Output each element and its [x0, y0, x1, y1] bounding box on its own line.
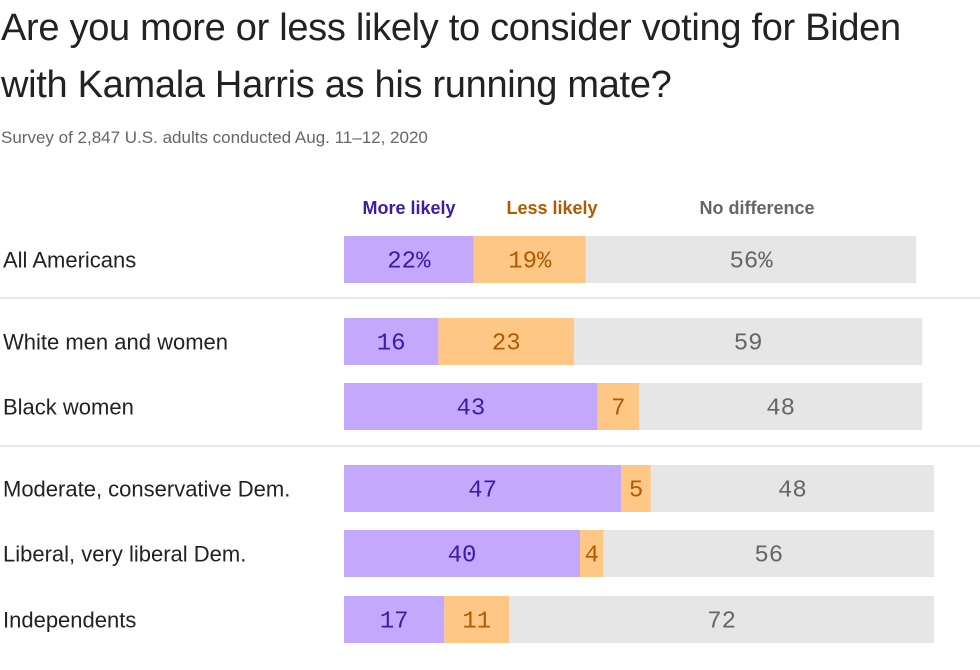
row-label: Independents: [3, 608, 136, 633]
row-label: Liberal, very liberal Dem.: [3, 542, 246, 567]
value-label-more-likely: 47: [468, 478, 497, 505]
bar-less-likely: [444, 596, 510, 643]
bar-more-likely: [344, 383, 598, 430]
bar-less-likely: [438, 318, 575, 365]
bar-no-difference: [585, 236, 917, 283]
bar-more-likely: [344, 236, 474, 283]
bar-more-likely: [344, 596, 445, 643]
bar-less-likely: [621, 465, 651, 512]
value-label-no-difference: 56%: [729, 249, 773, 276]
value-label-no-difference: 59: [734, 331, 763, 358]
value-label-less-likely: 5: [629, 478, 643, 505]
value-label-no-difference: 48: [766, 396, 795, 423]
bar-no-difference: [603, 530, 934, 577]
value-label-less-likely: 11: [462, 609, 491, 636]
bar-no-difference: [509, 596, 934, 643]
legend-no-difference: No difference: [699, 198, 814, 218]
bar-no-difference: [639, 383, 923, 430]
bar-less-likely: [597, 383, 639, 430]
value-label-no-difference: 72: [707, 609, 736, 636]
row-label: All Americans: [3, 248, 136, 273]
value-label-more-likely: 40: [448, 543, 477, 570]
bar-more-likely: [344, 465, 622, 512]
row-label: White men and women: [3, 330, 228, 355]
legend-less-likely: Less likely: [506, 198, 597, 218]
value-label-less-likely: 4: [585, 543, 599, 570]
row-label: Moderate, conservative Dem.: [3, 477, 290, 502]
bar-no-difference: [574, 318, 923, 365]
bar-more-likely: [344, 530, 580, 577]
bar-less-likely: [580, 530, 604, 577]
value-label-less-likely: 23: [492, 331, 521, 358]
chart-subtitle: Survey of 2,847 U.S. adults conducted Au…: [1, 128, 428, 147]
row-label: Black women: [3, 395, 134, 420]
value-label-more-likely: 22%: [387, 249, 431, 276]
bar-more-likely: [344, 318, 439, 365]
value-label-no-difference: 56: [754, 543, 783, 570]
value-label-no-difference: 48: [778, 478, 807, 505]
value-label-more-likely: 16: [377, 331, 406, 358]
chart-title: Are you more or less likely to consider …: [1, 7, 901, 106]
value-label-less-likely: 7: [611, 396, 625, 423]
legend-more-likely: More likely: [362, 198, 455, 218]
bar-less-likely: [473, 236, 586, 283]
bar-no-difference: [650, 465, 934, 512]
value-label-less-likely: 19%: [508, 249, 552, 276]
value-label-more-likely: 43: [456, 396, 485, 423]
value-label-more-likely: 17: [380, 609, 409, 636]
